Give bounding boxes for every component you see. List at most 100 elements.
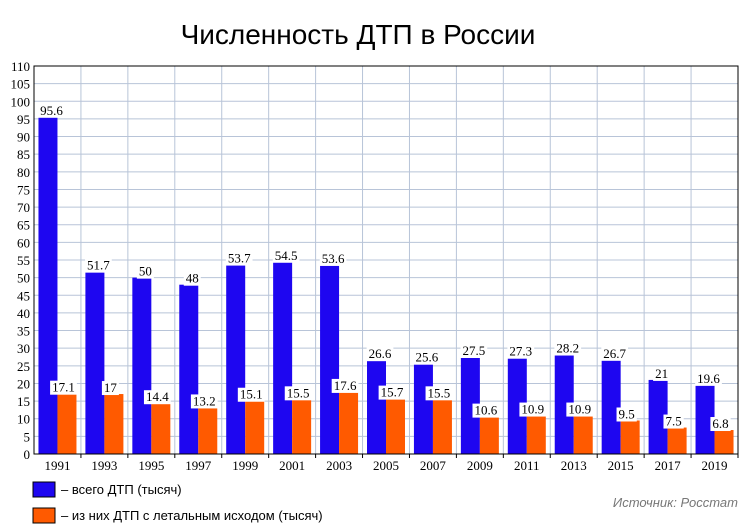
y-tick-label: 100 [11,94,31,109]
x-tick-label: 2009 [467,458,493,473]
bar-fatal [620,420,640,454]
bar-fatal [386,398,405,454]
data-label-bg [378,385,406,400]
data-label-bg [50,380,77,395]
data-label-fatal: 15.5 [284,385,312,401]
bar-fatal [667,427,687,454]
bar-fatal [292,399,312,454]
data-label-fatal: 10.6 [472,403,500,418]
y-tick-label: 110 [11,59,30,74]
data-label-total: 53.7 [225,251,253,266]
data-label-bg [38,103,65,118]
data-label-text: 26.6 [369,346,392,361]
y-tick-label: 65 [17,218,30,233]
bar-fatal [479,416,499,454]
x-tick-label: 2011 [514,458,540,473]
data-label-total: 27.3 [507,344,535,359]
data-label-text: 7.5 [665,414,681,429]
data-label-text: 48 [186,271,199,286]
bars [38,116,734,454]
x-tick-label: 2013 [561,458,587,473]
y-tick-label: 105 [11,77,31,92]
data-label-bg [366,347,394,362]
x-tick-label: 2007 [420,458,447,473]
data-label-text: 10.9 [568,402,591,417]
data-label-bg [566,402,594,417]
bar-total [413,363,433,454]
data-label-fatal: 17.1 [50,380,77,395]
bar-fatal [339,391,359,454]
bar-total [648,379,668,454]
y-tick-label: 90 [17,130,30,145]
y-tick-label: 10 [17,412,30,427]
bar-total [226,264,246,454]
data-label-fatal: 17 [101,380,119,396]
data-label-fatal: 10.9 [566,402,594,417]
y-tick-label: 85 [17,147,30,162]
data-label-text: 9.5 [619,406,635,421]
data-label-text: 17 [104,380,118,395]
data-label-bg [143,390,171,405]
data-label-text: 14.4 [146,389,169,404]
y-tick-label: 20 [17,376,30,391]
data-label-text: 26.7 [603,346,626,361]
bar-total [554,354,574,454]
data-label-fatal: 13.2 [190,393,218,409]
y-axis-ticks: 0 5 10 15 20 25 30 35 40 45 50 55 60 65 70 75 80 85 90 95 10… [11,59,31,462]
bar-fatal [526,415,546,454]
y-tick-label: 5 [24,429,31,444]
bar-fatal [573,415,593,454]
bar-total [367,360,386,454]
data-label-bg [653,366,671,381]
data-label-bg [710,417,731,432]
data-label-text: 15.5 [428,385,451,400]
data-label-bg [101,381,119,396]
data-label-text: 25.6 [416,350,439,365]
y-tick-label: 80 [17,165,30,180]
data-label-fatal: 15.7 [378,385,406,400]
plot-frame [33,65,739,455]
bar-fatal [245,400,265,454]
data-label-bg [460,344,488,358]
data-label-text: 51.7 [87,258,110,273]
y-tick-label: 0 [24,447,31,462]
x-axis-ticks: 1991 1993 1995 1997 1999 2001 2003 2005 2007 2009… [44,454,739,473]
data-label-total: 28.2 [554,341,582,356]
data-label-text: 10.6 [474,403,497,418]
data-label-bg [425,386,453,401]
bar-fatal [432,399,452,454]
y-tick-label: 50 [17,271,30,286]
data-label-fatal: 15.1 [237,387,265,402]
y-tick-label: 70 [17,200,30,215]
bar-total [460,357,480,454]
data-label-bg [136,264,154,279]
data-label-bg [237,387,265,402]
data-label-bg [85,258,112,273]
data-label-bg [472,403,500,418]
chart-title: Численность ДТП в России [181,19,536,50]
data-label-total: 26.6 [366,346,394,362]
data-label-text: 19.6 [697,371,720,386]
data-label-text: 28.2 [556,341,579,356]
bar-total [601,359,621,454]
x-tick-label: 1991 [44,458,70,473]
data-label-bg [519,402,547,417]
data-labels: 95.6 51.7 50 48 53.7 54.5 53.6 26.6 25.6 27.5 27.3… [38,103,731,432]
data-label-total: 27.5 [460,343,488,358]
data-label-text: 50 [139,264,152,279]
y-tick-label: 55 [17,253,30,268]
data-label-fatal: 6.8 [710,416,731,432]
x-tick-label: 2003 [326,458,352,473]
legend: – всего ДТП (тысяч) – из них ДТП с летал… [32,481,323,524]
bar-fatal [57,393,77,454]
data-label-total: 26.7 [601,346,629,361]
data-label-bg [183,271,201,286]
data-label-text: 27.5 [462,343,485,358]
x-tick-label: 1999 [232,458,258,473]
data-label-total: 51.7 [85,258,112,273]
y-tick-label: 30 [17,341,30,356]
data-label-text: 15.5 [287,385,310,400]
legend-swatch-fatal [32,507,56,524]
data-label-text: 17.1 [52,380,75,395]
